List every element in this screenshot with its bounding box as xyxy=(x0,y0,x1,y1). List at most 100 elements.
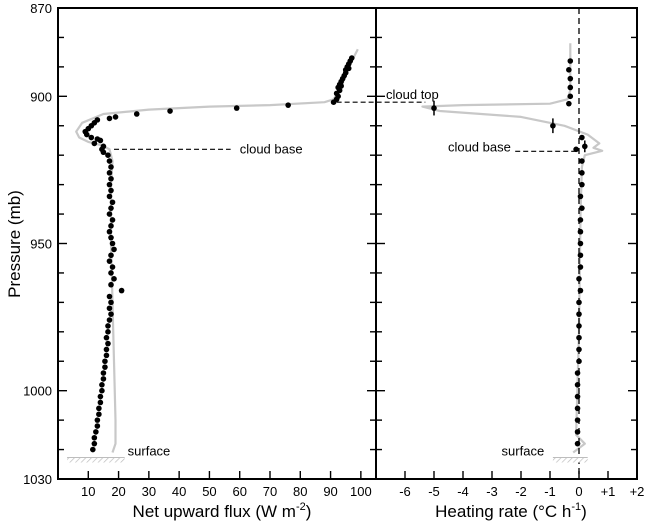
data-point xyxy=(102,364,108,370)
x-tick-label: -5 xyxy=(428,484,440,499)
x-tick-label: -4 xyxy=(457,484,469,499)
data-point xyxy=(109,217,116,223)
x-tick-label: 20 xyxy=(111,484,125,499)
data-point xyxy=(566,67,572,73)
data-point xyxy=(577,264,584,270)
data-point xyxy=(102,358,108,365)
left-panel: cloud base surface 10 20 30 40 50 60 70 80 90 100 8… xyxy=(5,1,377,521)
data-point xyxy=(574,370,581,376)
data-point xyxy=(576,334,582,341)
data-point xyxy=(100,376,107,382)
annotation-surface: surface xyxy=(128,444,171,459)
data-point xyxy=(567,93,574,100)
data-point xyxy=(105,323,111,329)
data-point xyxy=(108,175,114,182)
right-plot-frame xyxy=(375,7,638,480)
right-axis-ticks: -6 -5 -4 -3 -2 -1 0 +1 +2 xyxy=(376,7,645,499)
x-tick-label: 10 xyxy=(81,484,95,499)
data-point xyxy=(106,305,113,312)
data-point xyxy=(111,276,117,282)
annotation-cloud-base: cloud base xyxy=(448,139,511,154)
data-point xyxy=(579,181,585,188)
data-point xyxy=(106,181,113,188)
data-point xyxy=(108,164,114,170)
annotation-cloud-base: cloud base xyxy=(240,141,303,156)
x-tick-label: -3 xyxy=(486,484,498,499)
data-point xyxy=(97,137,104,144)
x-tick-label: 40 xyxy=(172,484,186,499)
data-point xyxy=(574,405,581,412)
data-point xyxy=(106,193,113,200)
data-point xyxy=(577,193,584,200)
data-point xyxy=(109,240,116,247)
data-point xyxy=(133,111,140,117)
data-point xyxy=(93,429,99,435)
left-annotation-lines: cloud base surface xyxy=(67,141,303,463)
data-point xyxy=(105,329,111,335)
data-point xyxy=(91,140,98,147)
x-tick-label: 50 xyxy=(202,484,216,499)
surface-hatch xyxy=(67,457,125,463)
x-tick-label: 60 xyxy=(232,484,246,499)
data-point xyxy=(94,417,101,423)
left-model-curve-layer xyxy=(75,48,359,453)
data-point xyxy=(330,99,337,105)
data-point xyxy=(108,187,114,194)
data-point xyxy=(577,240,584,247)
y-tick-label: 870 xyxy=(30,1,52,16)
data-point xyxy=(108,234,114,241)
x-tick-label: 70 xyxy=(263,484,277,499)
right-panel: cloud top cloud base surface -6 -5 -4 -3 -2 -1 0… xyxy=(336,7,645,521)
model-curve xyxy=(421,43,604,454)
data-point xyxy=(100,149,107,156)
data-point xyxy=(97,399,104,406)
data-point xyxy=(108,223,114,229)
y-tick-label: 1030 xyxy=(23,472,52,487)
data-point xyxy=(574,382,581,388)
data-point xyxy=(105,152,111,158)
left-x-axis-title: Net upward flux (W m-2) xyxy=(133,501,312,521)
data-point xyxy=(106,293,113,300)
data-point xyxy=(579,205,585,211)
data-point xyxy=(577,287,584,294)
data-point xyxy=(108,252,114,259)
data-point xyxy=(574,440,581,447)
data-point xyxy=(90,446,96,453)
data-point xyxy=(567,84,574,91)
data-point xyxy=(576,358,582,365)
data-point xyxy=(576,276,582,282)
x-tick-label: +2 xyxy=(630,484,645,499)
data-point xyxy=(573,146,579,153)
x-tick-label: 30 xyxy=(142,484,156,499)
cloud-top-label-backdrop xyxy=(382,90,452,100)
data-point xyxy=(577,252,584,259)
data-point xyxy=(579,170,585,176)
y-axis-title: Pressure (mb) xyxy=(5,190,24,298)
data-point xyxy=(566,100,572,107)
data-point xyxy=(108,270,114,276)
y-tick-label: 950 xyxy=(30,237,52,252)
data-point xyxy=(567,58,574,64)
y-tick-label: 900 xyxy=(30,89,52,104)
data-point xyxy=(579,134,585,141)
left-plot-frame xyxy=(57,7,377,480)
data-point xyxy=(118,287,125,294)
data-point xyxy=(94,423,101,429)
data-point xyxy=(109,264,116,270)
data-point xyxy=(111,246,117,253)
data-point xyxy=(108,281,114,288)
data-point xyxy=(108,205,114,211)
data-point xyxy=(97,393,104,400)
data-point xyxy=(106,228,113,235)
y-tick-label: 1000 xyxy=(23,384,52,399)
x-tick-label: -2 xyxy=(515,484,527,499)
data-point xyxy=(103,334,110,341)
data-point xyxy=(577,217,584,223)
data-point xyxy=(109,199,116,206)
right-annotation-lines: cloud top cloud base surface xyxy=(336,8,588,479)
data-point xyxy=(233,105,240,111)
data-point xyxy=(83,131,90,138)
data-point xyxy=(576,299,582,306)
data-point xyxy=(88,134,95,141)
